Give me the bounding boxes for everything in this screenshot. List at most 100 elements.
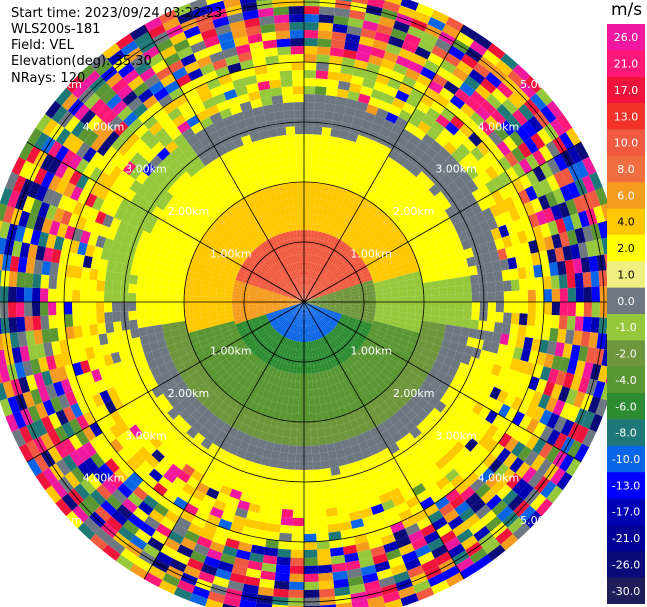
velocity-gate bbox=[383, 292, 392, 298]
velocity-gate bbox=[293, 206, 300, 215]
velocity-gate bbox=[421, 275, 431, 284]
velocity-gate bbox=[304, 302, 307, 310]
velocity-gate bbox=[248, 90, 261, 102]
velocity-gate bbox=[248, 304, 257, 308]
velocity-gate bbox=[485, 516, 503, 533]
velocity-gate bbox=[404, 323, 414, 331]
velocity-gate bbox=[274, 360, 282, 370]
velocity-gate bbox=[323, 200, 331, 210]
velocity-gate bbox=[283, 346, 290, 356]
velocity-gate bbox=[279, 317, 287, 324]
velocity-gate bbox=[430, 9, 450, 25]
velocity-gate bbox=[275, 30, 291, 40]
velocity-gate bbox=[361, 77, 376, 89]
velocity-gate bbox=[129, 152, 144, 167]
velocity-gate bbox=[45, 355, 57, 371]
velocity-gate bbox=[252, 321, 262, 328]
velocity-gate bbox=[296, 254, 300, 263]
velocity-gate bbox=[397, 236, 408, 246]
velocity-gate bbox=[304, 589, 320, 598]
velocity-gate bbox=[319, 298, 328, 301]
velocity-gate bbox=[375, 362, 385, 372]
velocity-gate bbox=[366, 360, 376, 370]
velocity-gate bbox=[456, 528, 474, 544]
velocity-gate bbox=[299, 333, 303, 342]
velocity-gate bbox=[230, 345, 240, 354]
velocity-gate bbox=[51, 105, 68, 124]
velocity-gate bbox=[149, 435, 163, 450]
velocity-gate bbox=[95, 104, 112, 120]
velocity-gate bbox=[276, 378, 284, 388]
velocity-gate bbox=[446, 225, 458, 237]
velocity-gate bbox=[280, 303, 289, 306]
velocity-gate bbox=[463, 247, 475, 259]
velocity-gate bbox=[40, 415, 55, 433]
velocity-gate bbox=[473, 126, 489, 142]
velocity-gate bbox=[147, 101, 163, 116]
velocity-gate bbox=[421, 31, 439, 46]
velocity-gate bbox=[342, 289, 351, 294]
velocity-gate bbox=[304, 62, 317, 71]
velocity-gate bbox=[248, 299, 257, 302]
velocity-gate bbox=[323, 361, 330, 371]
velocity-gate bbox=[425, 236, 436, 247]
velocity-gate bbox=[89, 533, 108, 551]
velocity-gate bbox=[228, 399, 239, 410]
velocity-gate bbox=[304, 325, 306, 334]
velocity-gate bbox=[535, 87, 553, 106]
velocity-gate bbox=[335, 297, 344, 301]
velocity-gate bbox=[310, 324, 314, 333]
velocity-gate bbox=[267, 228, 275, 238]
velocity-gate bbox=[498, 224, 510, 238]
velocity-gate bbox=[121, 498, 138, 514]
velocity-gate bbox=[168, 196, 180, 208]
velocity-gate bbox=[259, 431, 269, 442]
velocity-gate bbox=[457, 362, 469, 374]
velocity-gate bbox=[296, 445, 304, 454]
velocity-gate bbox=[374, 385, 385, 396]
velocity-gate bbox=[365, 283, 375, 289]
velocity-gate bbox=[450, 233, 461, 245]
velocity-gate bbox=[329, 47, 345, 58]
velocity-gate bbox=[11, 347, 23, 364]
velocity-gate bbox=[556, 471, 573, 491]
velocity-gate bbox=[148, 509, 165, 524]
velocity-gate bbox=[507, 516, 525, 534]
velocity-gate bbox=[331, 31, 347, 42]
velocity-gate bbox=[304, 461, 313, 470]
velocity-gate bbox=[448, 135, 463, 150]
velocity-gate bbox=[256, 292, 265, 296]
velocity-gate bbox=[266, 391, 275, 401]
velocity-gate bbox=[259, 162, 269, 173]
velocity-gate bbox=[128, 292, 137, 302]
velocity-gate bbox=[207, 392, 219, 404]
velocity-gate bbox=[94, 82, 112, 99]
velocity-gate bbox=[256, 378, 265, 388]
velocity-gate bbox=[342, 287, 351, 292]
azimuth-spoke bbox=[303, 301, 465, 580]
velocity-gate bbox=[304, 6, 320, 15]
velocity-gate bbox=[208, 149, 220, 162]
velocity-gate bbox=[420, 66, 436, 81]
velocity-gate bbox=[384, 363, 395, 373]
velocity-gate bbox=[302, 294, 304, 302]
velocity-gate bbox=[311, 222, 317, 231]
velocity-gate bbox=[234, 430, 246, 441]
velocity-gate bbox=[276, 126, 287, 137]
velocity-gate bbox=[350, 149, 362, 161]
velocity-gate bbox=[207, 0, 226, 13]
velocity-gate bbox=[542, 276, 552, 290]
velocity-gate bbox=[169, 273, 179, 282]
velocity-gate bbox=[282, 328, 288, 337]
velocity-gate bbox=[136, 310, 145, 320]
velocity-gate bbox=[352, 426, 363, 437]
velocity-gate bbox=[426, 127, 440, 141]
velocity-gate bbox=[380, 274, 390, 282]
velocity-gate bbox=[87, 357, 99, 372]
velocity-gate bbox=[294, 469, 304, 478]
velocity-gate bbox=[397, 5, 416, 19]
velocity-gate bbox=[296, 302, 304, 305]
velocity-gate bbox=[319, 305, 328, 309]
velocity-gate bbox=[368, 96, 382, 108]
velocity-gate bbox=[485, 71, 503, 88]
